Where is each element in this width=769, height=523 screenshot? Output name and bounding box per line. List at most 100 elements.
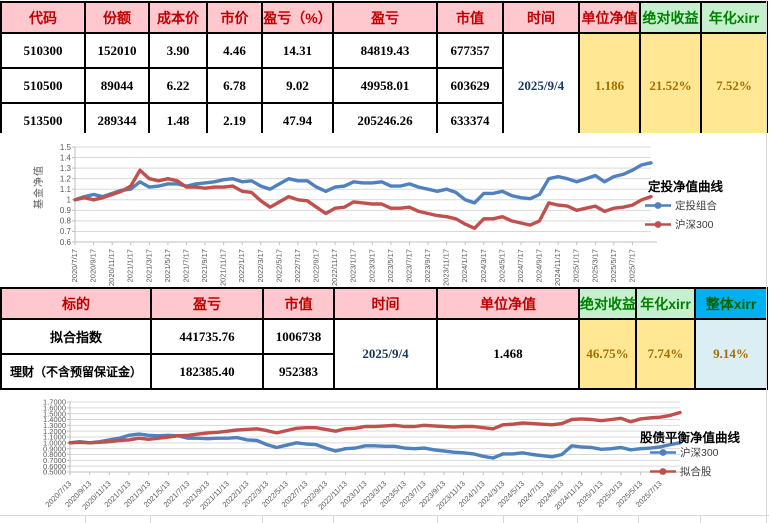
dca-nav-chart-plot: 1.51.4 1.31.2 1.1 10.9 0.80.7 0.6 2020/7/17 202…: [60, 143, 657, 286]
legend-label: 拟合股: [680, 466, 712, 478]
svg-text:2020/7/17: 2020/7/17: [70, 249, 79, 282]
cell-nav[interactable]: 1.186: [578, 32, 641, 139]
cell-code[interactable]: 510500: [0, 67, 86, 104]
series-line[interactable]: [73, 161, 653, 205]
cell-pl-pct[interactable]: 14.31: [261, 32, 334, 69]
svg-text:2020/9/17: 2020/9/17: [89, 249, 98, 282]
col-header-price[interactable]: 市价: [206, 1, 263, 34]
cell-xirr[interactable]: 7.52%: [700, 32, 768, 139]
cell-time[interactable]: 2025/9/4: [333, 318, 438, 390]
svg-text:0.9000: 0.9000: [43, 444, 66, 453]
grid-line: [150, 516, 151, 523]
svg-text:1.4: 1.4: [60, 153, 72, 162]
svg-text:1: 1: [67, 196, 72, 205]
legend-item[interactable]: 拟合股: [650, 465, 719, 478]
cell-cost[interactable]: 3.90: [148, 32, 208, 69]
series-line[interactable]: [68, 410, 682, 445]
cell-cost[interactable]: 1.48: [148, 102, 208, 139]
cell-cost[interactable]: 6.22: [148, 67, 208, 104]
table-row: 510500 89044 6.22 6.78 9.02 49958.01 603…: [0, 67, 767, 104]
svg-text:0.8000: 0.8000: [43, 450, 66, 459]
grid-line: [638, 516, 639, 523]
series-line[interactable]: [73, 168, 653, 231]
stock-bond-balance-chart[interactable]: 1.7000 1.6000 1.5000 1.4000 1.3000 1.2000 1.10…: [0, 392, 769, 523]
cell-mv[interactable]: 952383: [262, 353, 335, 390]
svg-text:2021/11/17: 2021/11/17: [219, 249, 228, 286]
cell-target[interactable]: 拟合指数: [0, 318, 152, 355]
col-header-mv[interactable]: 市值: [262, 287, 335, 320]
table-row: 理财（不含预留保证金） 182385.40 952383: [0, 353, 767, 390]
cell-price[interactable]: 2.19: [206, 102, 263, 139]
col-header-time[interactable]: 时间: [333, 287, 438, 320]
svg-text:2024/7/17: 2024/7/17: [516, 249, 525, 282]
cell-time[interactable]: 2025/9/4: [502, 32, 580, 139]
svg-text:2022/1/17: 2022/1/17: [237, 249, 246, 282]
svg-text:0.7: 0.7: [60, 227, 72, 236]
cell-price[interactable]: 6.78: [206, 67, 263, 104]
cell-xirr[interactable]: 7.74%: [635, 318, 696, 390]
col-header-time[interactable]: 时间: [502, 1, 580, 34]
chart2-legend: 沪深300 拟合股: [650, 446, 719, 478]
legend-item[interactable]: 沪深300: [650, 446, 719, 459]
col-header-pl-pct[interactable]: 盈亏（%）: [261, 1, 334, 34]
cell-pl[interactable]: 84819.43: [332, 32, 438, 69]
col-header-shares[interactable]: 份额: [84, 1, 150, 34]
cell-mv[interactable]: 603629: [436, 67, 504, 104]
cell-abs-return[interactable]: 21.52%: [639, 32, 702, 139]
cell-mv[interactable]: 633374: [436, 102, 504, 139]
cell-shares[interactable]: 89044: [84, 67, 150, 104]
col-header-code[interactable]: 代码: [0, 1, 86, 34]
red-line-marker-icon: [645, 221, 671, 228]
svg-text:2023/9/17: 2023/9/17: [423, 249, 432, 282]
col-header-xirr[interactable]: 年化xirr: [700, 1, 768, 34]
svg-text:1.4000: 1.4000: [43, 415, 66, 424]
cell-overall-xirr[interactable]: 9.14%: [694, 318, 768, 390]
cell-code[interactable]: 510300: [0, 32, 86, 69]
cell-target[interactable]: 理财（不含预留保证金）: [0, 353, 152, 390]
dca-nav-chart[interactable]: 1.5 1.4 1.3 1.2 1.1 1 0.9 0.8 0.7 0.6 2020/7/17 202…: [0, 133, 769, 287]
col-header-pl[interactable]: 盈亏: [150, 287, 264, 320]
cell-price[interactable]: 4.46: [206, 32, 263, 69]
col-header-pl[interactable]: 盈亏: [332, 1, 438, 34]
cell-mv[interactable]: 1006738: [262, 318, 335, 355]
svg-text:2021/5/17: 2021/5/17: [163, 249, 172, 282]
col-header-nav[interactable]: 单位净值: [436, 287, 580, 320]
col-header-target[interactable]: 标的: [0, 287, 152, 320]
svg-text:2022/7/17: 2022/7/17: [293, 249, 302, 282]
svg-text:2023/11/17: 2023/11/17: [442, 249, 451, 286]
col-header-mv[interactable]: 市值: [436, 1, 504, 34]
grid-line: [0, 515, 769, 516]
cell-code[interactable]: 513500: [0, 102, 86, 139]
svg-text:2025/7/17: 2025/7/17: [627, 249, 636, 282]
cell-shares[interactable]: 289344: [84, 102, 150, 139]
cell-shares[interactable]: 152010: [84, 32, 150, 69]
blue-line-marker-icon: [645, 202, 671, 209]
cell-pl[interactable]: 49958.01: [332, 67, 438, 104]
legend-label: 沪深300: [680, 447, 719, 459]
cell-pl[interactable]: 182385.40: [150, 353, 264, 390]
svg-text:2023/1/17: 2023/1/17: [349, 249, 358, 282]
svg-text:2024/3/17: 2024/3/17: [479, 249, 488, 282]
cell-abs-return[interactable]: 46.75%: [578, 318, 637, 390]
holdings-table: 代码 份额 成本价 市价 盈亏（%） 盈亏 市值 时间 单位净值 绝对收益 年化…: [0, 1, 768, 139]
svg-text:2022/3/17: 2022/3/17: [256, 249, 265, 282]
col-header-nav[interactable]: 单位净值: [578, 1, 641, 34]
legend-item[interactable]: 定投组合: [645, 199, 717, 212]
col-header-overall-xirr[interactable]: 整体xirr: [694, 287, 768, 320]
svg-text:2025/5/17: 2025/5/17: [609, 249, 618, 282]
chart-axes: 1.70001.60001.50001.40001.30001.20001.10…: [43, 398, 686, 512]
col-header-abs-return[interactable]: 绝对收益: [639, 1, 702, 34]
cell-pl[interactable]: 441735.76: [150, 318, 264, 355]
col-header-abs-return[interactable]: 绝对收益: [578, 287, 637, 320]
cell-nav[interactable]: 1.468: [436, 318, 580, 390]
stock-bond-chart-plot: 1.70001.60001.50001.40001.30001.20001.10…: [43, 398, 686, 512]
cell-mv[interactable]: 677357: [436, 32, 504, 69]
cell-pl[interactable]: 205246.26: [332, 102, 438, 139]
cell-pl-pct[interactable]: 9.02: [261, 67, 334, 104]
col-header-xirr[interactable]: 年化xirr: [635, 287, 696, 320]
col-header-cost[interactable]: 成本价: [148, 1, 208, 34]
cell-pl-pct[interactable]: 47.94: [261, 102, 334, 139]
legend-item[interactable]: 沪深300: [645, 218, 717, 231]
svg-text:1.3: 1.3: [60, 164, 72, 173]
balance-table: 标的 盈亏 市值 时间 单位净值 绝对收益 年化xirr 整体xirr 拟合指数…: [0, 287, 768, 390]
